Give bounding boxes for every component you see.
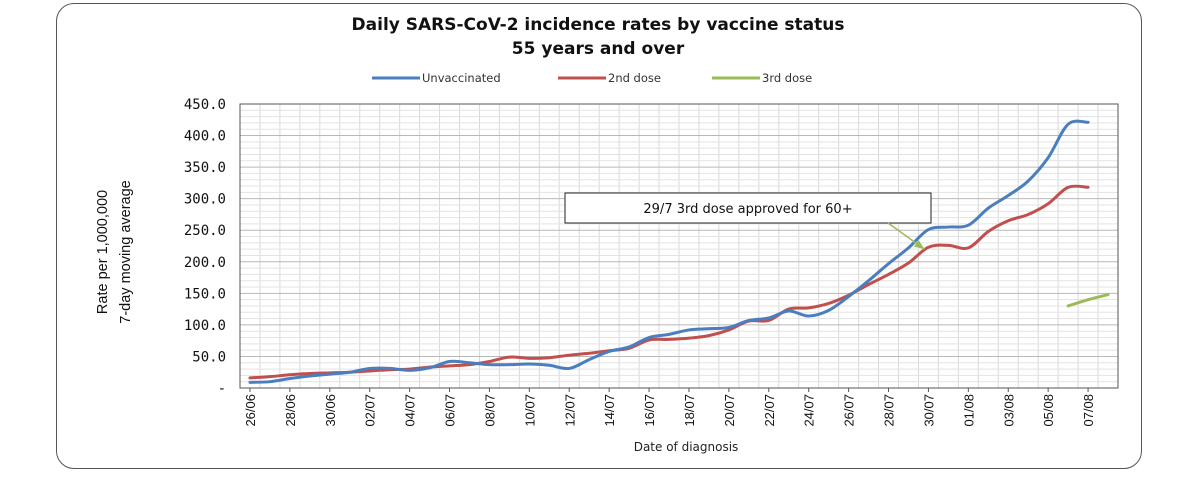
y-axis-label-line-1: Rate per 1,000,000 <box>95 190 111 314</box>
x-tick-label: 28/07 <box>882 394 897 427</box>
y-tick-label: 300.0 <box>184 192 226 208</box>
x-tick-label: 18/07 <box>682 394 697 427</box>
gridlines <box>239 103 1119 389</box>
x-tick-label: 05/08 <box>1041 394 1056 427</box>
series-line-unvaccinated <box>248 119 1090 384</box>
y-tick-label: 100.0 <box>184 318 226 334</box>
legend-label-unvaccinated: Unvaccinated <box>422 71 501 85</box>
y-tick-label: 200.0 <box>184 255 226 271</box>
chart-title-line-1: Daily SARS-CoV-2 incidence rates by vacc… <box>352 15 845 35</box>
x-tick-label: 26/07 <box>842 394 857 427</box>
x-tick-label: 02/07 <box>363 394 378 427</box>
x-axis-ticks: 26/06 28/06 30/06 02/07 04/07 06/07 08/07 10/07… <box>243 388 1096 427</box>
x-tick-label: 07/08 <box>1081 394 1096 427</box>
y-tick-label: 150.0 <box>184 286 226 302</box>
x-tick-label: 30/06 <box>323 394 338 427</box>
x-tick-label: 10/07 <box>522 394 537 427</box>
x-tick-label: 01/08 <box>961 394 976 427</box>
x-tick-label: 24/07 <box>802 394 817 427</box>
plot-area-border <box>239 103 1119 389</box>
x-tick-label: 30/07 <box>921 394 936 427</box>
y-tick-label: 350.0 <box>184 160 226 176</box>
x-tick-label: 04/07 <box>403 394 418 427</box>
x-tick-label: 12/07 <box>562 394 577 427</box>
y-tick-label: 250.0 <box>184 223 226 239</box>
x-tick-label: 16/07 <box>642 394 657 427</box>
legend: Unvaccinated 2nd dose 3rd dose <box>372 71 812 85</box>
legend-label-3rd-dose: 3rd dose <box>762 71 812 85</box>
y-tick-label: 400.0 <box>184 129 226 145</box>
x-tick-label: 26/06 <box>243 394 258 427</box>
annotation: 29/7 3rd dose approved for 60+ <box>564 192 932 250</box>
series-line-3rd-dose <box>1066 293 1110 308</box>
annotation-box <box>564 192 932 224</box>
annotation-arrowhead <box>913 240 925 250</box>
chart-title-line-2: 55 years and over <box>512 39 685 59</box>
x-axis-label: Date of diagnosis <box>634 440 739 454</box>
y-tick-label: 50.0 <box>192 349 226 365</box>
y-axis-label-line-2: 7-day moving average <box>118 180 134 323</box>
x-tick-label: 20/07 <box>722 394 737 427</box>
legend-label-2nd-dose: 2nd dose <box>608 71 661 85</box>
y-axis-ticks: - 50.0 100.0 150.0 200.0 250.0 300.0 350.0 400.0… <box>184 97 226 397</box>
x-tick-label: 22/07 <box>762 394 777 427</box>
x-tick-label: 28/06 <box>283 394 298 427</box>
x-tick-label: 08/07 <box>482 394 497 427</box>
annotation-text: 29/7 3rd dose approved for 60+ <box>643 202 852 217</box>
x-tick-label: 14/07 <box>602 394 617 427</box>
series-lines <box>248 119 1110 384</box>
x-tick-label: 03/08 <box>1001 394 1016 427</box>
x-tick-label: 06/07 <box>443 394 458 427</box>
y-tick-label: - <box>218 381 226 397</box>
y-tick-label: 450.0 <box>184 97 226 113</box>
